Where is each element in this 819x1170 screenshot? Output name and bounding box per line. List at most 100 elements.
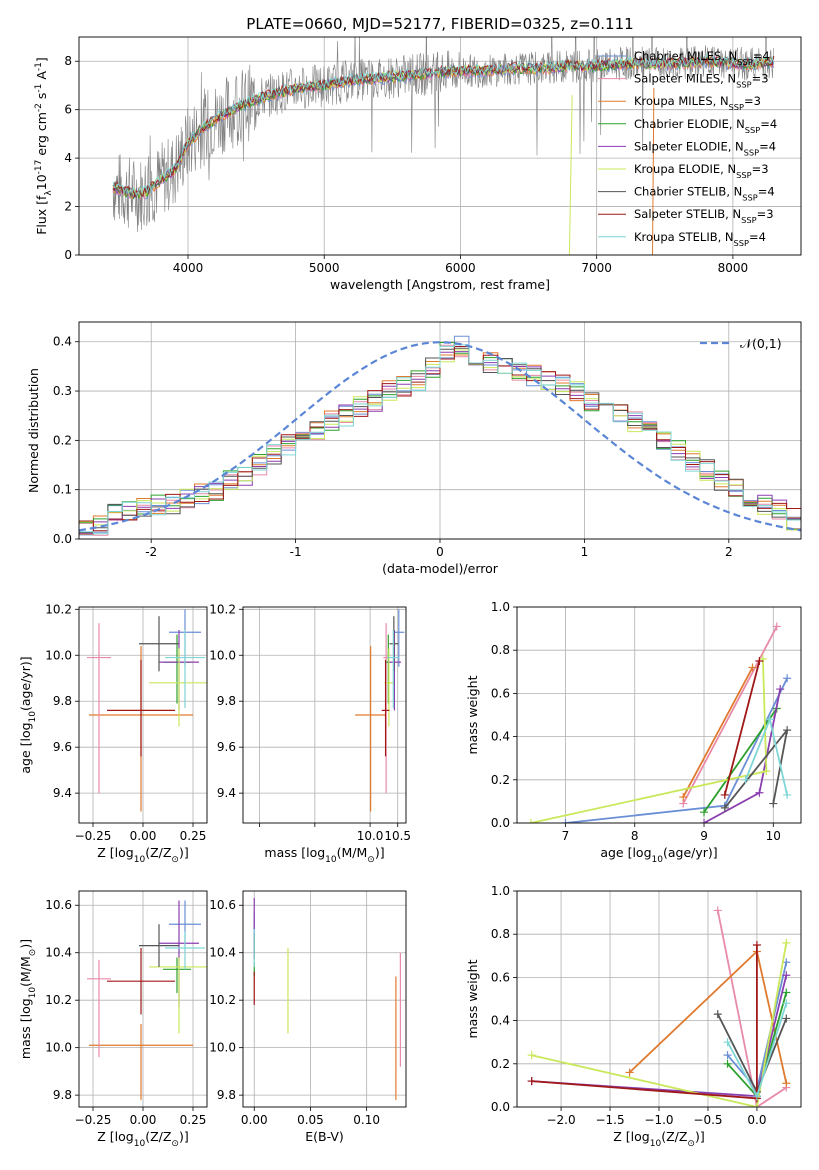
weight_vs_age-marker-kroupa_miles [748, 663, 757, 672]
weight_vs_age-marker-chabrier_elodie [700, 808, 709, 817]
legend-label: Chabrier MILES, NSSP=4 [634, 49, 770, 67]
weight_vs_age-marker-chabrier_stelib [769, 799, 778, 808]
spectrum-plot-area [112, 37, 775, 255]
legend-label: Kroupa STELIB, NSSP=4 [634, 230, 766, 248]
residual_hist-plot-area [79, 335, 801, 536]
age_vs_mass-xlabel: mass [log10(M/M⊙)] [264, 845, 384, 865]
weight_vs_age-ylabel: mass weight [465, 675, 480, 754]
weight_vs_Z-ytick-label: 0.4 [491, 1014, 510, 1028]
age_vs_mass-xtick-label: 10.0 [357, 829, 384, 843]
weight_vs_age-marker-chabrier_stelib [720, 803, 729, 812]
age_vs_Z-xtick-label: 0.25 [180, 829, 207, 843]
mass_vs_Z-xtick-label: 0.25 [180, 1113, 207, 1127]
weight_vs_Z-marker-kroupa_miles [625, 1068, 634, 1077]
age_vs_Z-xtick-label: 0.00 [130, 829, 157, 843]
weight_vs_age-xlabel: age [log10(age/yr)] [600, 845, 717, 865]
weight_vs_Z-marker-kroupa_elodie [527, 1051, 536, 1060]
spectrum-ylabel: Flux [fλ10-17 erg cm-2 s-1 A-1] [34, 57, 54, 235]
weight_vs_age-marker-salpeter_stelib [755, 657, 764, 665]
weight_vs_age-marker-kroupa_stelib [741, 775, 750, 784]
mass_vs_ebv-xlabel: E(B-V) [305, 1129, 344, 1144]
hist-step-kroupa_stelib [79, 344, 801, 535]
weight_vs_Z-marker-salpeter_elodie [782, 971, 791, 980]
weight_vs_age-line-kroupa_miles [682, 667, 754, 798]
weight_vs_age-ytick-label: 0.6 [491, 686, 510, 700]
residual_hist-xtick-label: -2 [145, 545, 157, 559]
mass_vs_ebv-ytick-label: 9.8 [217, 1088, 236, 1102]
weight_vs_Z-marker-kroupa_elodie [752, 1103, 761, 1107]
age_vs_Z-frame [78, 606, 208, 824]
weight_vs_age-marker-salpeter_elodie [755, 788, 764, 797]
mass_vs_ebv-plot-area [253, 898, 401, 1100]
mass_vs_ebv-axes: 0.00 0.05 0.10 9.8 10.0 10.2 10.4 10.6 E(B-V) [209, 890, 407, 1144]
weight_vs_Z-xtick-label: −0.5 [693, 1113, 722, 1127]
mass_vs_Z-ytick-label: 10.0 [45, 1041, 72, 1055]
mass_vs_Z-xtick-label: 0.00 [130, 1113, 157, 1127]
age_vs_mass-xtick-label: 10.5 [384, 829, 411, 843]
weight_vs_Z-xtick-label: −1.5 [595, 1113, 624, 1127]
weight_vs_age-axes: 7 8 9 10 0.0 0.2 0.4 0.6 0.8 1.0 age [log10(age/yr… [465, 600, 802, 865]
legend-label: Chabrier STELIB, NSSP=4 [634, 185, 775, 203]
weight_vs_age-marker-chabrier_miles [561, 819, 570, 823]
spectrum-ytick-label: 8 [64, 54, 72, 68]
age_vs_Z-xlabel: Z [log10(Z/Z⊙)] [97, 845, 188, 865]
weight_vs_Z-ytick-label: 1.0 [491, 884, 510, 898]
age_vs_Z-ylabel: age [log10(age/yr)] [18, 656, 38, 773]
mass_vs_Z-frame [78, 890, 208, 1108]
residual_hist-ytick-label: 0.1 [53, 483, 72, 497]
age_vs_Z-ytick-label: 9.8 [53, 694, 72, 708]
weight_vs_age-marker-kroupa_elodie [762, 767, 771, 776]
weight_vs_age-marker-salpeter_elodie [700, 819, 709, 823]
age_vs_Z-xtick-label: −0.25 [75, 829, 112, 843]
figure-title: PLATE=0660, MJD=52177, FIBERID=0325, z=0… [246, 15, 633, 33]
weight_vs_age-plot-area [526, 622, 792, 823]
spectrum-model-line [112, 55, 775, 198]
residual_hist-xtick-label: -1 [290, 545, 302, 559]
weight_vs_age-marker-kroupa_stelib [783, 790, 792, 799]
age_vs_mass-ytick-label: 9.6 [217, 740, 236, 754]
mass_vs_ebv-xtick-label: 0.00 [241, 1113, 268, 1127]
weight_vs_Z-ytick-label: 0.6 [491, 970, 510, 984]
spectrum-xtick-label: 5000 [309, 261, 340, 275]
mass_vs_Z-ylabel: mass [log10(M/M⊙)] [18, 939, 38, 1059]
mass_vs_Z-axes: −0.25 0.00 0.25 9.8 10.0 10.2 10.4 10.6 Z [log10… [18, 890, 208, 1149]
mass_vs_ebv-ytick-label: 10.4 [209, 946, 236, 960]
mass_vs_ebv-xtick-label: 0.05 [297, 1113, 324, 1127]
weight_vs_Z-plot-area [527, 906, 791, 1107]
mass_vs_Z-ytick-label: 10.4 [45, 946, 72, 960]
residual_hist-xtick-label: 0 [436, 545, 444, 559]
weight_vs_Z-xtick-label: −2.0 [546, 1113, 575, 1127]
age_vs_mass-frame [242, 606, 407, 824]
mass_vs_Z-xtick-label: −0.25 [75, 1113, 112, 1127]
weight_vs_age-xtick-label: 8 [631, 829, 639, 843]
mass_vs_ebv-xtick-label: 0.10 [353, 1113, 380, 1127]
spectrum-dropout-line [652, 87, 655, 255]
weight_vs_Z-xtick-label: 0.0 [747, 1113, 766, 1127]
weight_vs_Z-frame [516, 890, 802, 1108]
legend-label: Kroupa ELODIE, NSSP=3 [634, 162, 769, 180]
age_vs_Z-ytick-label: 9.4 [53, 786, 72, 800]
mass_vs_Z-ytick-label: 10.6 [45, 898, 72, 912]
mass_vs_ebv-frame [242, 890, 407, 1108]
spectrum-data-line [112, 37, 774, 232]
weight_vs_age-frame [516, 606, 802, 824]
spectrum-xtick-label: 6000 [445, 261, 476, 275]
spectrum-ytick-label: 0 [64, 248, 72, 262]
mass_vs_ebv-ytick-label: 10.0 [209, 1041, 236, 1055]
weight_vs_Z-marker-kroupa_stelib [723, 1038, 732, 1047]
residual_hist-frame [78, 321, 802, 540]
spectrum-frame [78, 36, 802, 256]
weight_vs_age-xtick-label: 7 [562, 829, 570, 843]
legend-label: Salpeter MILES, NSSP=3 [634, 72, 769, 90]
weight_vs_age-line-salpeter_stelib [723, 660, 761, 796]
weight_vs_Z-marker-chabrier_miles [723, 1051, 732, 1060]
weight_vs_Z-xlabel: Z [log10(Z/Z⊙)] [613, 1129, 704, 1149]
age_vs_mass-ytick-label: 10.0 [209, 648, 236, 662]
weight_vs_Z-ytick-label: 0.8 [491, 927, 510, 941]
weight_vs_age-marker-salpeter_stelib [720, 790, 729, 799]
residual_hist-ylabel: Normed distribution [26, 368, 41, 493]
age_vs_Z-ytick-label: 9.6 [53, 740, 72, 754]
weight_vs_age-ytick-label: 0.2 [491, 773, 510, 787]
weight_vs_Z-marker-chabrier_elodie [723, 1059, 732, 1068]
